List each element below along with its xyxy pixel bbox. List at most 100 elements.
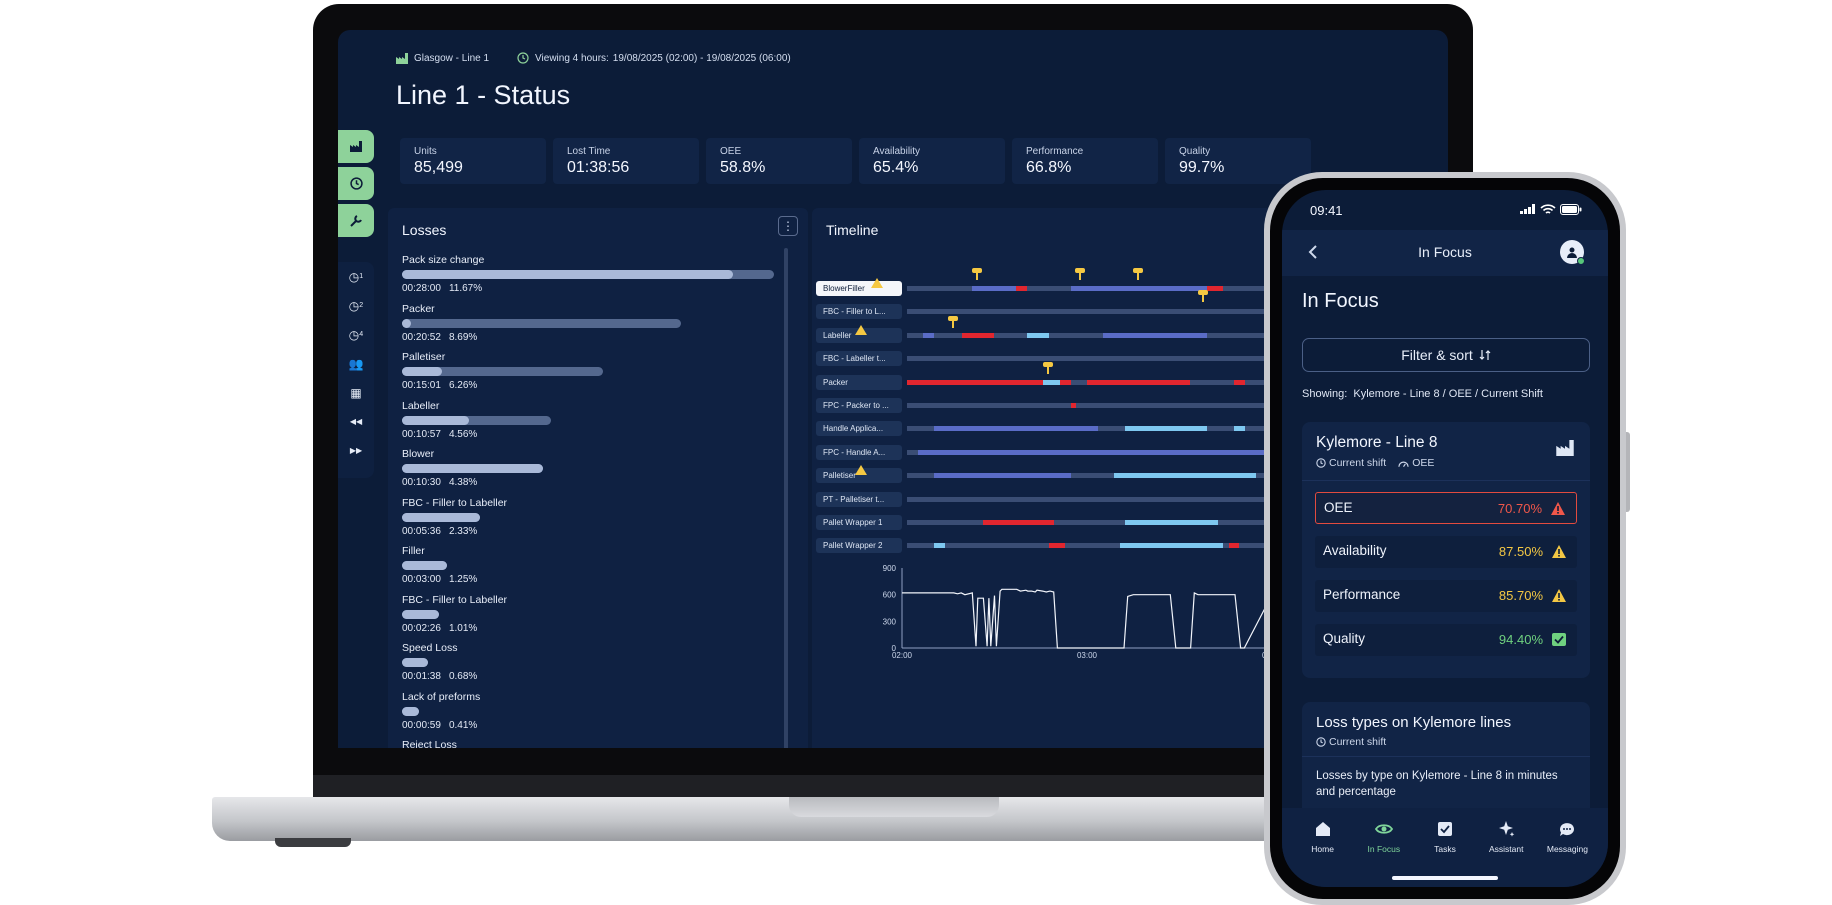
nav-tasks[interactable]: Tasks bbox=[1414, 820, 1475, 887]
nav-label: Assistant bbox=[1488, 844, 1524, 854]
loss-name: Pack size change bbox=[402, 254, 485, 266]
timeline-row-label[interactable]: FBC - Filler to L... bbox=[816, 304, 902, 320]
loss-item[interactable]: FBC - Filler to Labeller 00:05:36 2.33% bbox=[402, 497, 792, 546]
loss-name: Blower bbox=[402, 448, 435, 460]
loss-item[interactable]: Palletiser 00:15:01 6.26% bbox=[402, 351, 792, 400]
marker-head bbox=[1075, 268, 1085, 273]
timeline-segment bbox=[1114, 473, 1256, 479]
user-icon bbox=[1567, 247, 1577, 258]
loss-item[interactable]: Packer 00:20:52 8.69% bbox=[402, 303, 792, 352]
rail-wrench-button[interactable] bbox=[338, 204, 374, 237]
marker-stem bbox=[1047, 367, 1049, 374]
viewing-label: Viewing 4 hours: bbox=[535, 52, 609, 64]
loss-percent: 8.69% bbox=[448, 331, 478, 343]
timeline-row-label[interactable]: Handle Applica... bbox=[816, 421, 902, 437]
timeline-row-label[interactable]: Packer bbox=[816, 374, 902, 390]
timeline-segment bbox=[1125, 426, 1207, 432]
rail-item-2[interactable]: ◷ 2 bbox=[338, 291, 374, 320]
loss-item[interactable]: Pack size change 00:28:00 11.67% bbox=[402, 254, 792, 303]
metric-row-oee[interactable]: OEE 70.70% bbox=[1315, 492, 1577, 524]
rail-factory-button[interactable] bbox=[338, 130, 374, 163]
rail-clock-button[interactable] bbox=[338, 167, 374, 200]
timeline-segment bbox=[1070, 403, 1076, 408]
timeline-row-label[interactable]: PT - Palletiser t... bbox=[816, 491, 902, 507]
loss-name: Packer bbox=[402, 302, 435, 315]
event-marker-icon[interactable] bbox=[972, 268, 982, 280]
rail-item-3[interactable]: ◷ 4 bbox=[338, 320, 374, 349]
rail-item-1[interactable]: ◷ 1 bbox=[338, 262, 374, 291]
loss-percent: 1.01% bbox=[448, 622, 478, 634]
factory-icon bbox=[350, 141, 362, 152]
event-marker-icon[interactable] bbox=[1043, 362, 1053, 374]
loss-item[interactable]: Filler 00:03:00 1.25% bbox=[402, 545, 792, 594]
timeline-track[interactable] bbox=[907, 403, 1448, 408]
timeline-track[interactable] bbox=[907, 496, 1448, 502]
viewing-range[interactable]: 19/08/2025 (02:00) - 19/08/2025 (06:00) bbox=[612, 52, 791, 64]
nav-messaging[interactable]: Messaging bbox=[1537, 820, 1598, 887]
home-indicator[interactable] bbox=[1392, 876, 1498, 880]
timeline-track[interactable] bbox=[907, 356, 1448, 362]
signal-icon bbox=[1520, 204, 1535, 214]
metric-value: 70.70% bbox=[1497, 501, 1542, 516]
kpi-card-performance[interactable]: Performance 66.8% bbox=[1012, 138, 1158, 184]
rail-item-6[interactable]: ◀◀ bbox=[338, 407, 374, 436]
loss-types-card[interactable]: Loss types on Kylemore lines Current shi… bbox=[1302, 702, 1590, 822]
loss-item[interactable]: Blower 00:10:30 4.38% bbox=[402, 448, 792, 497]
metric-row-quality[interactable]: Quality 94.40% bbox=[1315, 624, 1577, 656]
check-icon bbox=[1552, 633, 1566, 646]
loss-item[interactable]: Reject Loss bbox=[402, 739, 792, 748]
loss-meta: 00:20:52 8.69% bbox=[402, 332, 792, 343]
loss-item[interactable]: Labeller 00:10:57 4.56% bbox=[402, 400, 792, 449]
nav-home[interactable]: Home bbox=[1292, 820, 1353, 887]
location-label[interactable]: Glasgow - Line 1 bbox=[414, 52, 490, 64]
event-marker-icon[interactable] bbox=[1075, 268, 1085, 280]
timeline-row-label[interactable]: Pallet Wrapper 1 bbox=[816, 515, 902, 530]
card2-shift: Current shift bbox=[1329, 736, 1387, 748]
event-marker-icon[interactable] bbox=[948, 316, 958, 328]
timeline-row-label[interactable]: Palletiser bbox=[816, 468, 902, 484]
avatar[interactable] bbox=[1560, 240, 1585, 265]
nav-in-focus[interactable]: In Focus bbox=[1353, 820, 1414, 887]
metric-row-performance[interactable]: Performance 85.70% bbox=[1315, 580, 1577, 612]
marker-stem bbox=[1202, 295, 1204, 302]
loss-item[interactable]: Lack of preforms 00:00:59 0.41% bbox=[402, 691, 792, 740]
more-options-button[interactable]: ⋮ bbox=[778, 216, 798, 236]
timeline-row-label[interactable]: FPC - Handle A... bbox=[816, 444, 902, 460]
eye-icon bbox=[1374, 824, 1393, 834]
loss-name: Palletiser bbox=[402, 351, 446, 363]
card-metric: OEE bbox=[1412, 457, 1435, 469]
timeline-row-label[interactable]: FPC - Packer to ... bbox=[816, 398, 902, 413]
timeline-row-label[interactable]: Labeller bbox=[816, 327, 902, 343]
page-title: Line 1 - Status bbox=[396, 80, 571, 110]
rail-item-4[interactable]: 👥 bbox=[338, 349, 374, 378]
timeline-row-label[interactable]: Pallet Wrapper 2 bbox=[816, 538, 902, 554]
loss-bar-fill bbox=[402, 609, 440, 619]
back-chevron-icon[interactable] bbox=[1308, 244, 1318, 260]
nav-assistant[interactable]: Assistant bbox=[1476, 820, 1537, 887]
warning-icon bbox=[1552, 589, 1566, 602]
line-summary-card[interactable]: Kylemore - Line 8 Current shift OEE OEE 7… bbox=[1302, 422, 1590, 678]
timeline-row-label[interactable]: BlowerFiller bbox=[816, 281, 902, 296]
loss-name: Labeller bbox=[402, 399, 440, 412]
metric-name: Quality bbox=[1323, 631, 1366, 646]
rail-item-5[interactable]: ▦ bbox=[338, 378, 374, 407]
event-marker-icon[interactable] bbox=[1133, 268, 1143, 280]
losses-scrollbar[interactable] bbox=[784, 248, 788, 748]
laptop-groove bbox=[789, 797, 999, 817]
metric-row-availability[interactable]: Availability 87.50% bbox=[1315, 536, 1577, 568]
kpi-card-units[interactable]: Units 85,499 bbox=[400, 138, 546, 184]
loss-item[interactable]: FBC - Filler to Labeller 00:02:26 1.01% bbox=[402, 594, 792, 643]
event-marker-icon[interactable] bbox=[1198, 290, 1208, 302]
timeline-track[interactable] bbox=[907, 449, 1448, 455]
loss-name: Filler bbox=[402, 545, 425, 557]
kpi-card-lost-time[interactable]: Lost Time 01:38:56 bbox=[553, 138, 699, 184]
kpi-card-oee[interactable]: OEE 58.8% bbox=[706, 138, 852, 184]
clock-icon bbox=[1316, 737, 1326, 747]
kpi-card-availability[interactable]: Availability 65.4% bbox=[859, 138, 1005, 184]
loss-name: Speed Loss bbox=[402, 642, 458, 654]
kpi-card-quality[interactable]: Quality 99.7% bbox=[1165, 138, 1311, 184]
rail-item-7[interactable]: ▶▶ bbox=[338, 436, 374, 465]
filter-sort-button[interactable]: Filter & sort bbox=[1302, 338, 1590, 372]
timeline-row-label[interactable]: FBC - Labeller t... bbox=[816, 351, 902, 367]
loss-item[interactable]: Speed Loss 00:01:38 0.68% bbox=[402, 642, 792, 691]
